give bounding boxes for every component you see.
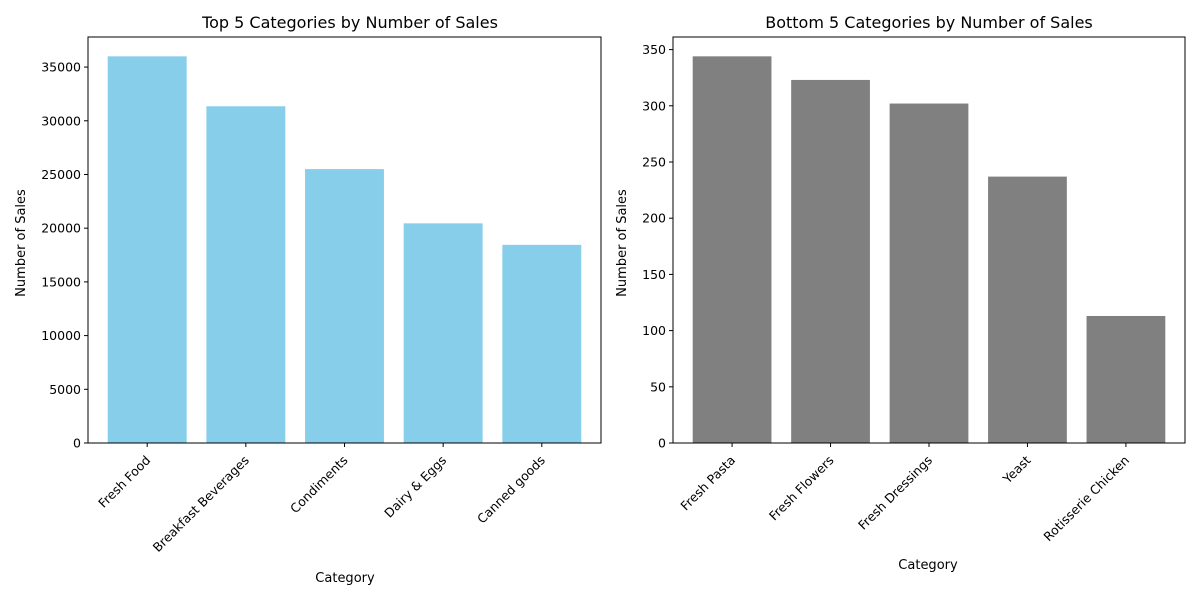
bottom-bar — [791, 79, 870, 443]
top-chart-y-axis-label: Number of Sales — [14, 189, 29, 297]
top-categories-chart: Top 5 Categories by Number of Sales 0 500… — [14, 13, 602, 586]
top-y-tick-label: 35000 — [41, 60, 81, 75]
bottom-y-tick-label: 300 — [642, 98, 666, 113]
top-y-tick-label: 30000 — [41, 113, 81, 128]
top-y-tick-label: 20000 — [41, 221, 81, 236]
bottom-chart-title: Bottom 5 Categories by Number of Sales — [765, 13, 1093, 32]
bottom-y-tick-label: 250 — [642, 154, 666, 169]
top-bar — [403, 223, 483, 443]
bottom-y-tick-label: 200 — [642, 211, 666, 226]
top-bar — [107, 56, 187, 443]
bottom-bar — [1086, 315, 1166, 443]
top-bar — [502, 244, 582, 443]
bottom-y-tick-label: 350 — [642, 42, 666, 57]
bottom-bar — [889, 103, 969, 443]
bottom-y-tick-label: 150 — [642, 267, 666, 282]
bottom-bar — [988, 176, 1067, 443]
top-y-tick-label: 15000 — [41, 274, 81, 289]
top-bar — [305, 169, 384, 443]
top-y-tick-label: 5000 — [49, 382, 81, 397]
bottom-y-tick-label: 0 — [658, 436, 666, 451]
bottom-y-tick-label: 100 — [642, 323, 666, 338]
top-y-tick-label: 25000 — [41, 167, 81, 182]
bottom-chart-y-axis-label: Number of Sales — [615, 189, 630, 297]
top-chart-x-axis-label: Category — [315, 571, 375, 586]
top-bar — [206, 106, 286, 444]
bottom-y-tick-label: 50 — [650, 379, 666, 394]
top-y-tick-label: 0 — [73, 436, 81, 451]
top-chart-title: Top 5 Categories by Number of Sales — [201, 13, 498, 32]
bottom-chart-x-axis-label: Category — [898, 558, 958, 573]
bottom-bar — [692, 56, 772, 443]
top-chart-plot-area: 05000100001500020000250003000035000Fresh… — [41, 36, 602, 555]
top-y-tick-label: 10000 — [41, 328, 81, 343]
